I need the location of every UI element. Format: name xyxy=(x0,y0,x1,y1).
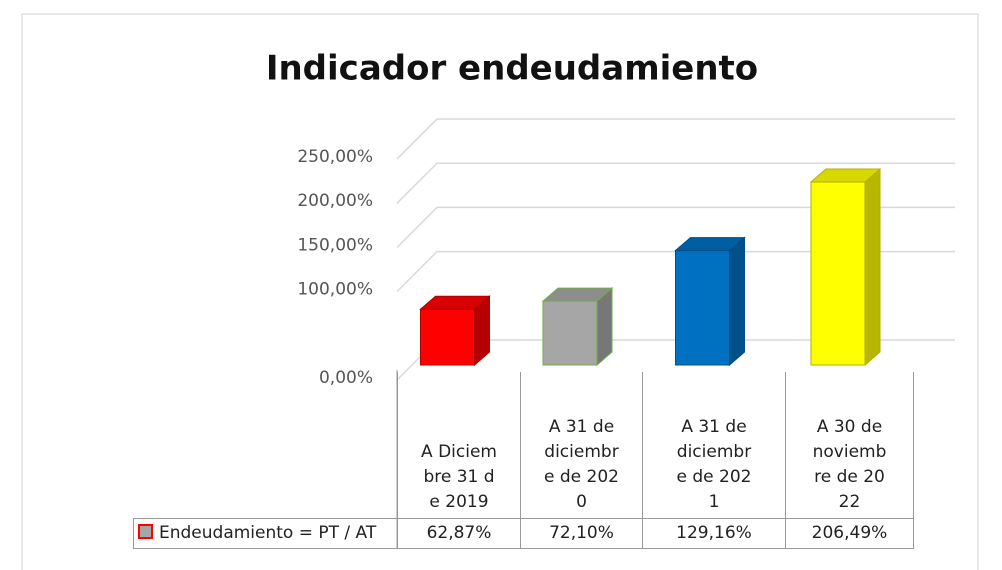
bar xyxy=(542,300,598,366)
value-cell: 62,87% xyxy=(397,518,521,549)
y-tick-label: 150,00% xyxy=(297,235,373,255)
grid-line xyxy=(396,118,955,160)
value-cell-text: 129,16% xyxy=(676,523,752,543)
category-cell: A 31 de diciembre de 2021 xyxy=(642,372,786,519)
y-tick-label: 200,00% xyxy=(297,191,373,211)
category-cell-text: A 30 de noviembre de 2022 xyxy=(812,417,887,512)
grid-line xyxy=(396,162,955,204)
category-cell: A 30 de noviembre de 2022 xyxy=(785,372,914,519)
category-cell: A 31 de diciembre de 2020 xyxy=(520,372,643,519)
bar xyxy=(810,181,866,366)
value-cell: 129,16% xyxy=(642,518,786,549)
category-cell-text: A 31 de diciembre de 2020 xyxy=(544,417,619,512)
grid-line xyxy=(396,206,955,248)
bar xyxy=(420,308,475,366)
grid-line xyxy=(396,250,955,293)
value-cell: 206,49% xyxy=(785,518,914,549)
bar-side xyxy=(729,236,745,367)
category-cell-text: A 31 de diciembre de 2021 xyxy=(676,417,752,512)
chart-title: Indicador endeudamiento xyxy=(266,49,758,89)
bar-side xyxy=(864,167,881,367)
value-cell: 72,10% xyxy=(520,518,643,549)
value-cell-text: 62,87% xyxy=(426,523,492,543)
y-tick-label: 250,00% xyxy=(297,147,373,167)
bar xyxy=(675,250,730,366)
y-tick-label: 0,00% xyxy=(319,368,373,388)
value-cell-text: 72,10% xyxy=(549,523,614,543)
legend-cell: Endeudamiento = PT / AT xyxy=(133,518,398,549)
chart-border xyxy=(21,13,979,570)
category-cell: A Diciembre 31 de 2019 xyxy=(397,372,521,519)
value-cell-text: 206,49% xyxy=(811,523,888,543)
category-cell-text: A Diciembre 31 de 2019 xyxy=(421,442,497,512)
y-tick-label: 100,00% xyxy=(297,280,373,300)
legend-label: Endeudamiento = PT / AT xyxy=(159,523,377,543)
legend-key xyxy=(138,524,153,539)
